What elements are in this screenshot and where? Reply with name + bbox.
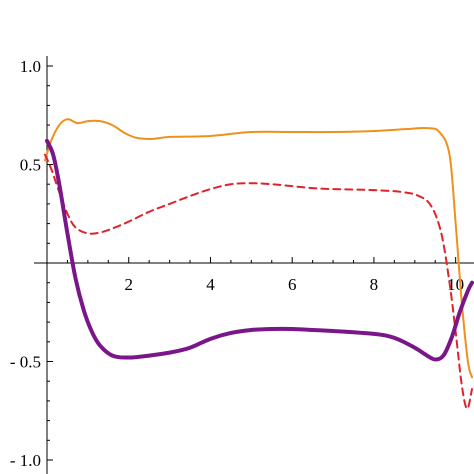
x-tick-label: 8: [370, 275, 379, 294]
y-ticks: 1.0 0.5 - 0.5 - 1.0: [10, 57, 53, 470]
y-tick-label: 1.0: [20, 57, 41, 76]
series-line-purple: [45, 138, 474, 362]
x-tick-label: 6: [288, 275, 297, 294]
series-line-orange: [43, 118, 473, 379]
x-tick-label: 2: [124, 275, 133, 294]
axes: 2 4 6 8 10 1.00.5- 0.5- 1.0: [10, 56, 474, 474]
y-tick-label: - 1.0: [10, 451, 41, 470]
x-tick-label: 4: [206, 275, 215, 294]
y-tick-label: 0.5: [20, 156, 41, 175]
series-layer: [43, 118, 474, 410]
y-tick-label: - 0.5: [10, 353, 41, 372]
series-line-red-dashed: [43, 153, 473, 410]
